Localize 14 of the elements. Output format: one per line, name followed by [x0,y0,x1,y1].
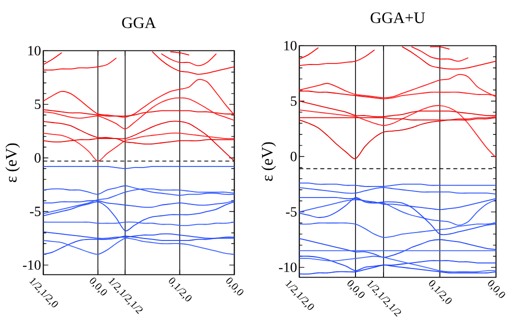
y-tick-label: 5 [34,100,41,109]
y-tick-label: 10 [28,46,41,56]
y-tick-label: 5 [290,96,297,106]
y-tick-label: -5 [30,206,41,216]
y-tick-label: -5 [286,207,297,217]
y-tick-label: 10 [284,40,297,50]
y-axis-title: ε (eV) [261,142,276,181]
y-tick-label: -10 [278,262,297,272]
chart-title: GGA+U [370,12,425,24]
y-tick-label: 0 [34,153,41,163]
y-tick-label: 0 [290,152,297,162]
y-axis-title: ε (eV) [5,143,20,182]
y-tick-label: -10 [22,260,41,270]
chart-title: GGA [122,17,156,28]
